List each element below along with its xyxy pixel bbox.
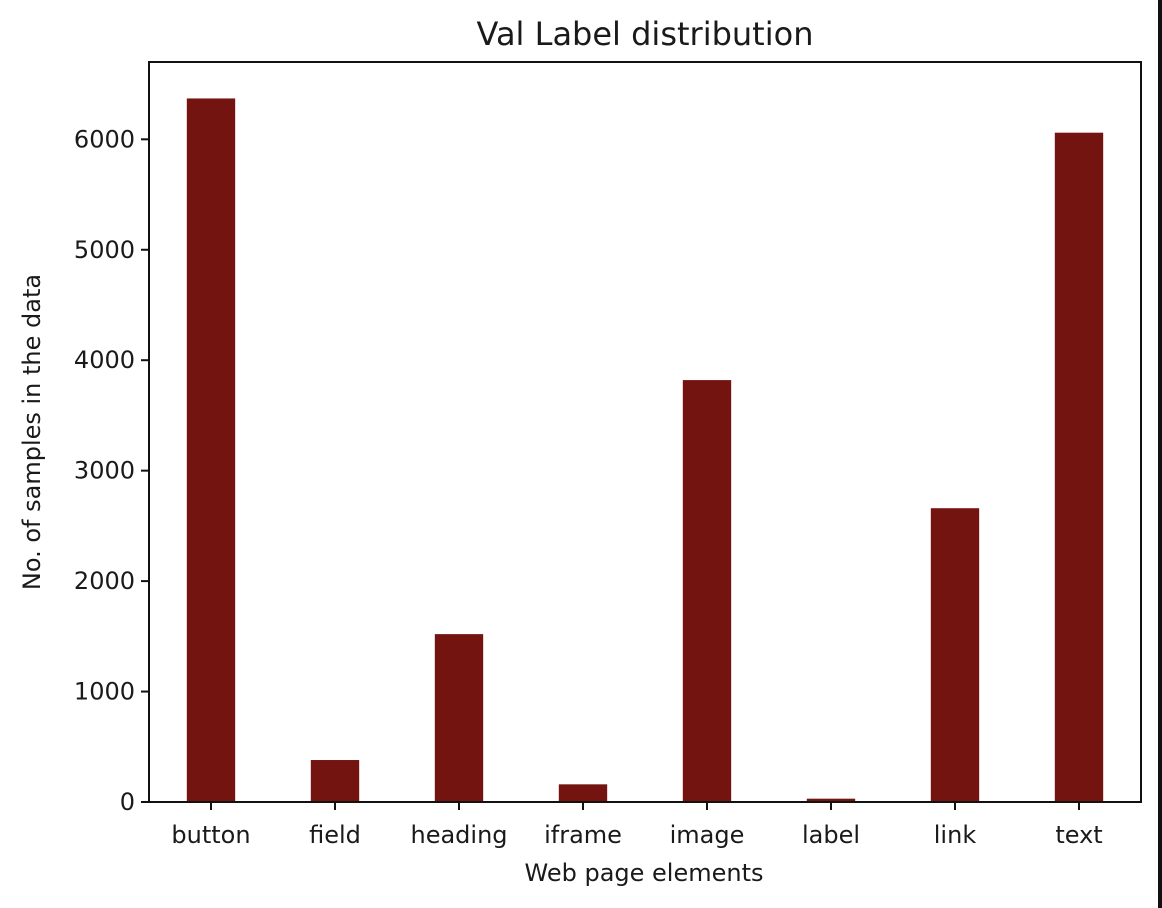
y-tick-label-3000: 3000	[74, 457, 135, 485]
y-tick-label-6000: 6000	[74, 125, 135, 153]
x-tick-label-button: button	[171, 821, 250, 849]
bars-group	[186, 98, 1104, 802]
plot-frame	[148, 61, 1142, 803]
y-axis-label: No. of samples in the data	[18, 274, 46, 590]
bar-field	[310, 760, 360, 802]
window-right-border	[1158, 0, 1162, 908]
bar-label	[806, 798, 856, 802]
x-tick-label-text: text	[1055, 821, 1102, 849]
bar-button	[186, 98, 236, 802]
x-tick-label-label: label	[802, 821, 860, 849]
y-tick-label-0: 0	[120, 788, 135, 816]
x-tick-label-link: link	[934, 821, 977, 849]
bar-image	[682, 380, 732, 802]
bar-iframe	[558, 784, 608, 802]
x-tick-label-iframe: iframe	[544, 821, 622, 849]
bar-heading	[434, 634, 484, 802]
x-tick-label-image: image	[670, 821, 745, 849]
y-tick-label-4000: 4000	[74, 346, 135, 374]
y-tick-label-5000: 5000	[74, 236, 135, 264]
bar-link	[930, 508, 980, 802]
y-ticks-group: 0 1000 2000 3000 4000 5000 6000	[74, 125, 149, 816]
y-tick-label-2000: 2000	[74, 567, 135, 595]
y-tick-label-1000: 1000	[74, 678, 135, 706]
x-ticks-group: button field heading iframe image label link te…	[171, 802, 1103, 849]
bar-text	[1054, 132, 1104, 802]
x-axis-label: Web page elements	[525, 859, 764, 887]
x-tick-label-field: field	[309, 821, 361, 849]
x-tick-label-heading: heading	[410, 821, 507, 849]
chart-title: Val Label distribution	[477, 15, 814, 53]
